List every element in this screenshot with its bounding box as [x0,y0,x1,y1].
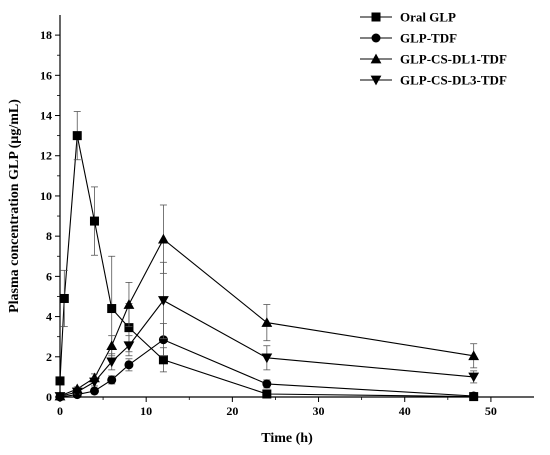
data-point [158,335,168,345]
legend: Oral GLP GLP-TDF GLP-CS-DL1-TDF GLP-CS-DL3-… [360,10,507,88]
data-point [89,216,99,226]
y-tick-label: 12 [40,149,52,163]
data-point [107,375,117,385]
y-tick-label: 10 [40,189,52,203]
x-tick-label: 0 [57,404,63,418]
legend-marker [371,12,381,22]
data-point [262,379,272,389]
x-tick-label: 20 [226,404,238,418]
data-point [124,360,134,370]
legend-item-4: GLP-CS-DL3-TDF [360,73,507,88]
legend-label: GLP-CS-DL3-TDF [400,73,507,88]
legend-marker [370,75,382,86]
legend-label: GLP-CS-DL1-TDF [400,52,507,67]
x-tick-label: 10 [140,404,152,418]
data-point [262,389,272,399]
y-tick-label: 14 [40,109,52,123]
legend-marker [371,33,381,43]
plot-layer [54,111,480,402]
data-point [123,299,135,309]
y-tick-label: 8 [46,229,52,243]
y-tick-label: 2 [46,350,52,364]
y-tick-label: 18 [40,28,52,42]
data-point [89,377,100,388]
data-point [59,293,69,303]
y-tick-label: 16 [40,68,52,82]
legend-item-1: Oral GLP [360,10,456,25]
data-point [89,386,99,396]
legend-marker [370,53,382,64]
data-point [71,387,83,398]
y-tick-label: 0 [46,390,52,404]
data-point [106,340,118,351]
y-axis-title: Plasma concentration GLP (µg/mL) [7,99,22,313]
x-tick-label: 40 [399,404,411,418]
legend-item-3: GLP-CS-DL1-TDF [360,52,507,67]
x-tick-label: 30 [313,404,325,418]
data-point [106,357,118,368]
data-point [261,353,273,364]
data-point [158,296,169,306]
x-tick-label: 50 [485,404,497,418]
axis-layer: 0 2 4 6 8 10 12 14 16 18 0 10 20 30 40 50 [40,15,534,418]
data-point [468,372,480,383]
data-point [468,350,480,361]
data-point [72,131,82,141]
data-point [261,317,273,327]
legend-label: Oral GLP [400,10,456,25]
data-point [107,304,117,314]
data-point [123,341,135,352]
data-point [469,391,479,401]
data-point [124,323,134,333]
series-3 [54,204,480,401]
data-point [158,233,169,244]
legend-label: GLP-TDF [400,31,457,46]
y-tick-label: 4 [46,310,52,324]
series-4 [54,261,480,402]
data-point [158,355,168,365]
x-axis-title: Time (h) [261,431,313,446]
y-tick-label: 6 [46,269,52,283]
legend-item-2: GLP-TDF [360,31,457,46]
